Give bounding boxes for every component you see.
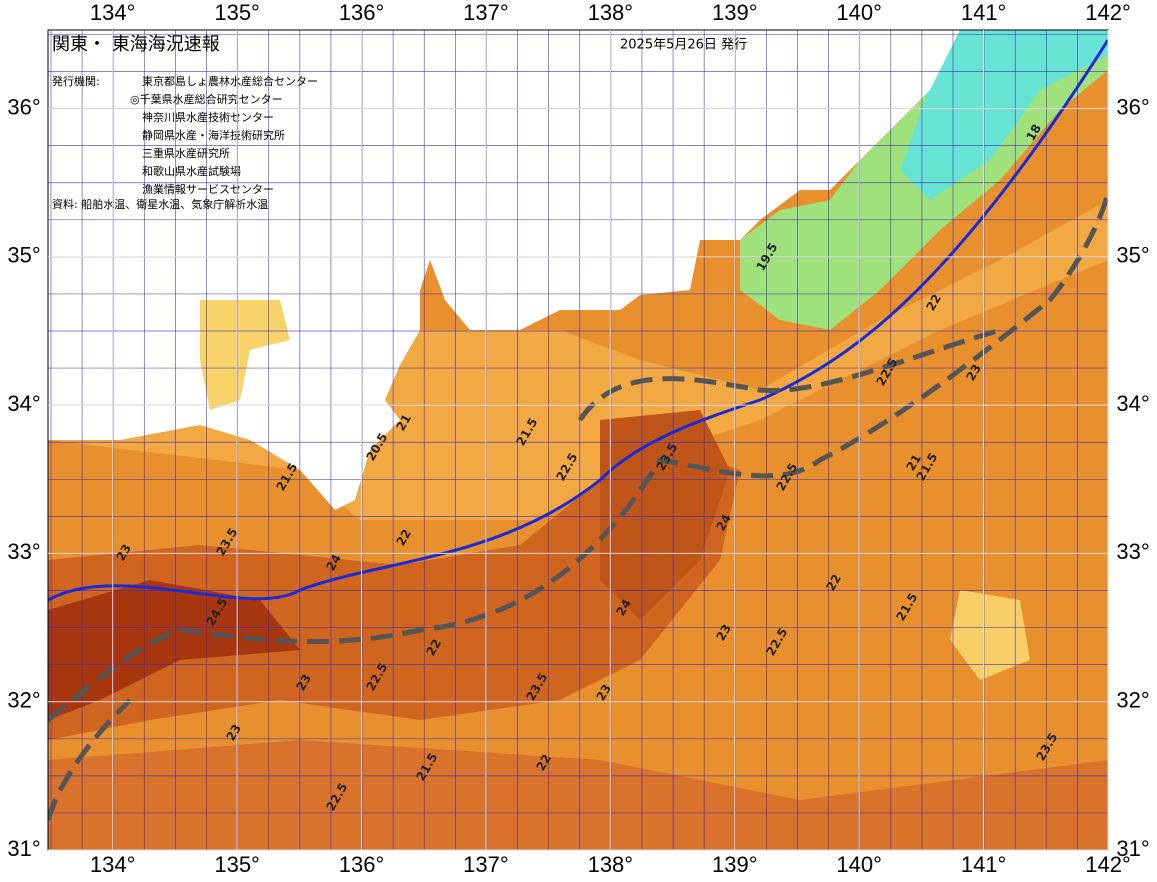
- lon-tick-label: 141°: [961, 852, 1007, 877]
- lon-tick-label: 137°: [463, 0, 509, 25]
- lat-tick-label: 35°: [7, 243, 40, 268]
- issuer: 和歌山県水産試験場: [142, 164, 241, 178]
- lon-tick-label: 140°: [836, 0, 882, 25]
- lat-tick-label: 35°: [1116, 243, 1149, 268]
- lon-tick-label: 135°: [214, 852, 260, 877]
- warm-area: [600, 410, 730, 620]
- issuer-label: 発行機関:: [52, 74, 100, 88]
- warm-band: [48, 440, 740, 740]
- issuer: 神奈川県水産技術センター: [142, 110, 274, 124]
- lon-tick-label: 141°: [961, 0, 1007, 25]
- cool-patch: [950, 590, 1030, 680]
- lat-tick-label: 36°: [1116, 94, 1149, 119]
- bay-water: [200, 300, 290, 410]
- lon-tick-label: 139°: [712, 852, 758, 877]
- issuer: 静岡県水産・海洋技術研究所: [142, 128, 285, 142]
- current-axis: [48, 327, 1001, 821]
- issuer: 東京都島しょ農林水産総合センター: [142, 74, 318, 88]
- land: [48, 30, 960, 510]
- cold-water: [900, 30, 1108, 200]
- lon-tick-label: 136°: [339, 852, 385, 877]
- issuer: 三重県水産研究所: [142, 146, 230, 160]
- lat-tick-label: 36°: [7, 94, 40, 119]
- lat-tick-label: 32°: [1116, 688, 1149, 713]
- lon-tick-label: 137°: [463, 852, 509, 877]
- lat-tick-label: 34°: [7, 391, 40, 416]
- issuer: ◎千葉県水産総合研究センター: [130, 92, 283, 106]
- isotherm-boundary: [48, 39, 1108, 602]
- lat-tick-label: 33°: [7, 539, 40, 564]
- lon-tick-label: 135°: [214, 0, 260, 25]
- map-title: 関東・ 東海海況速報: [52, 34, 220, 55]
- lat-tick-label: 32°: [7, 688, 40, 713]
- lon-tick-label: 139°: [712, 0, 758, 25]
- lat-tick-label: 33°: [1116, 539, 1149, 564]
- map-area: [48, 30, 1108, 850]
- lon-tick-label: 142°: [1085, 0, 1131, 25]
- source: 資料: 船舶水温、衛星水温、気象庁解析水温: [52, 197, 268, 211]
- lon-tick-label: 136°: [339, 0, 385, 25]
- lat-tick-label: 34°: [1116, 391, 1149, 416]
- lon-tick-label: 140°: [836, 852, 882, 877]
- lat-tick-label: 31°: [7, 836, 40, 861]
- lon-tick-label: 142°: [1085, 852, 1131, 877]
- lat-tick-label: 31°: [1116, 836, 1149, 861]
- issuer: 漁業情報サービスセンター: [142, 182, 274, 196]
- south-area: [48, 740, 1108, 850]
- lon-tick-label: 134°: [90, 852, 136, 877]
- current-axis: [48, 189, 1108, 722]
- issue-date: 2025年5月26日 発行: [620, 38, 747, 53]
- lon-tick-label: 138°: [588, 0, 634, 25]
- lon-tick-label: 138°: [588, 852, 634, 877]
- lon-tick-label: 134°: [90, 0, 136, 25]
- fine-grid: [48, 30, 1108, 850]
